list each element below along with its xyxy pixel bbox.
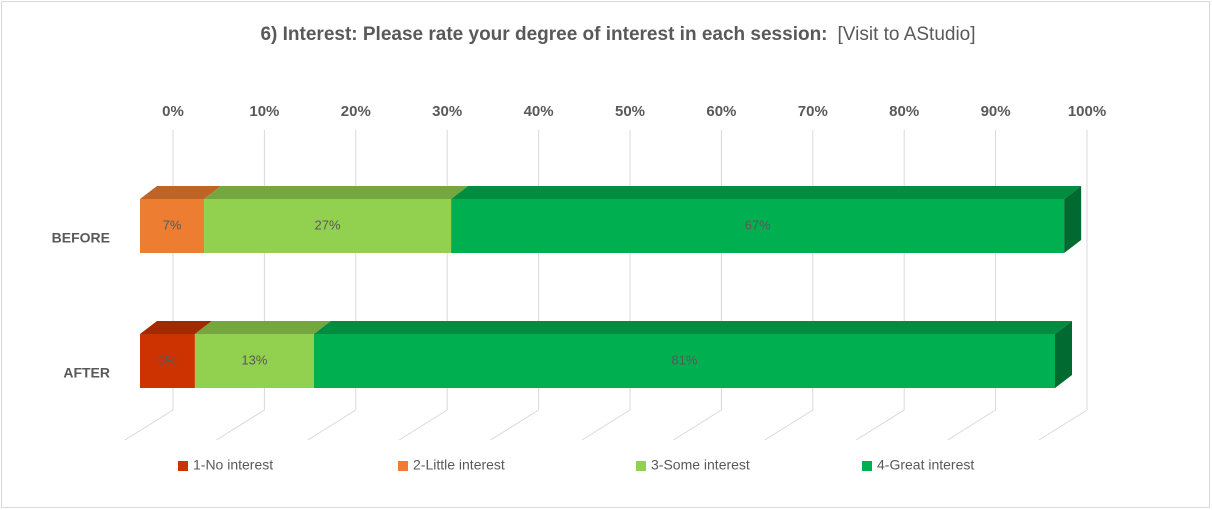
legend-swatch xyxy=(178,461,188,471)
legend-label: 3-Some interest xyxy=(651,457,750,473)
grid-floor-line xyxy=(307,409,357,441)
bar xyxy=(194,334,314,388)
x-tick-label: 90% xyxy=(981,103,1011,120)
legend-swatch xyxy=(636,461,646,471)
chart-title: 6) Interest: Please rate your degree of … xyxy=(260,24,827,45)
grid-floor-line xyxy=(124,409,174,441)
bar-top xyxy=(140,186,222,199)
x-tick-label: 60% xyxy=(706,103,736,120)
data-label: 67% xyxy=(745,217,771,232)
data-label: 81% xyxy=(671,352,697,367)
legend-label: 2-Little interest xyxy=(413,457,505,473)
grid-floor-line xyxy=(398,409,448,441)
bar-side xyxy=(1055,321,1072,388)
grid-floor-line xyxy=(581,409,631,441)
category-label: AFTER xyxy=(63,365,110,381)
legend-label: 4-Great interest xyxy=(877,457,974,473)
data-label: 27% xyxy=(315,217,341,232)
x-tick-label: 0% xyxy=(162,103,184,120)
grid-floor-line xyxy=(673,409,722,441)
bar xyxy=(140,199,205,253)
x-tick-label: 80% xyxy=(889,103,919,120)
bar xyxy=(451,199,1065,253)
legend-swatch xyxy=(862,461,872,471)
bar xyxy=(204,199,452,253)
legend-label: 1-No interest xyxy=(193,457,273,473)
x-tick-label: 30% xyxy=(432,103,462,120)
grid-floor-line xyxy=(1038,409,1088,441)
category-label: BEFORE xyxy=(52,230,110,246)
data-label: 13% xyxy=(241,352,267,367)
x-tick-label: 10% xyxy=(249,103,279,120)
data-label: 6% xyxy=(158,352,177,367)
chart-title-group: 6) Interest: Please rate your degree of … xyxy=(260,24,975,45)
grid-floor-line xyxy=(855,409,905,441)
x-tick-label: 100% xyxy=(1068,103,1106,120)
legend-swatch xyxy=(398,461,408,471)
data-label: 7% xyxy=(163,217,182,232)
bar-top xyxy=(194,321,331,334)
bar-top xyxy=(451,186,1082,199)
bar xyxy=(140,334,195,388)
x-tick-label: 20% xyxy=(341,103,371,120)
grid-floor-line xyxy=(947,409,996,441)
bar-top xyxy=(204,186,469,199)
grid-floor-line xyxy=(216,409,265,441)
x-tick-label: 40% xyxy=(524,103,554,120)
chart-subtitle: [Visit to AStudio] xyxy=(838,24,976,45)
x-tick-label: 70% xyxy=(798,103,828,120)
x-tick-label: 50% xyxy=(615,103,645,120)
grid-floor-line xyxy=(764,409,814,441)
bar-top xyxy=(140,321,212,334)
bar-side xyxy=(1064,186,1082,253)
bar xyxy=(313,334,1056,388)
bar-top xyxy=(313,321,1073,334)
grid-floor-line xyxy=(490,409,539,441)
